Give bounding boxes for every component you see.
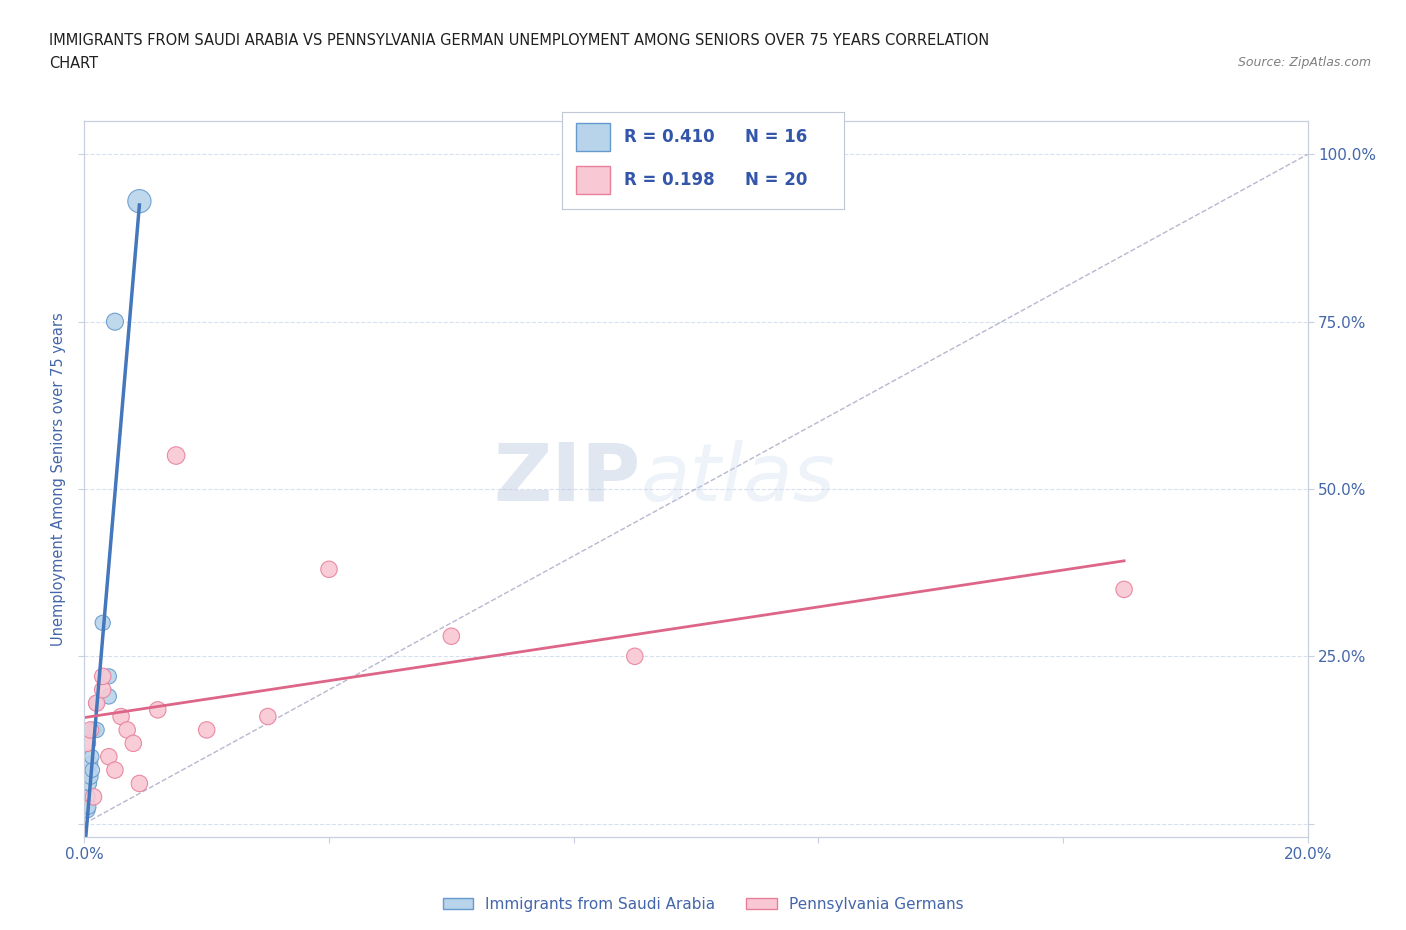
Text: N = 16: N = 16	[745, 128, 807, 146]
FancyBboxPatch shape	[576, 124, 610, 151]
Point	[195, 723, 218, 737]
Point	[104, 314, 127, 329]
Point	[110, 709, 132, 724]
Point	[440, 629, 463, 644]
Point	[77, 800, 100, 815]
Point	[76, 803, 98, 817]
Point	[97, 669, 120, 684]
FancyBboxPatch shape	[576, 166, 610, 193]
Point	[83, 723, 105, 737]
Text: atlas: atlas	[641, 440, 835, 518]
Point	[86, 696, 108, 711]
Point	[91, 683, 114, 698]
Point	[86, 696, 108, 711]
Text: CHART: CHART	[49, 56, 98, 71]
Point	[146, 702, 169, 717]
Point	[115, 723, 138, 737]
Text: R = 0.410: R = 0.410	[624, 128, 714, 146]
Point	[624, 649, 647, 664]
Legend: Immigrants from Saudi Arabia, Pennsylvania Germans: Immigrants from Saudi Arabia, Pennsylvan…	[436, 891, 970, 918]
Text: R = 0.198: R = 0.198	[624, 171, 714, 189]
Text: Source: ZipAtlas.com: Source: ZipAtlas.com	[1237, 56, 1371, 69]
Point	[79, 723, 101, 737]
Point	[257, 709, 280, 724]
Point	[86, 723, 108, 737]
Point	[128, 193, 150, 208]
Point	[79, 756, 101, 771]
Y-axis label: Unemployment Among Seniors over 75 years: Unemployment Among Seniors over 75 years	[51, 312, 66, 645]
Point	[79, 769, 101, 784]
Point	[1114, 582, 1136, 597]
Point	[91, 616, 114, 631]
Text: ZIP: ZIP	[494, 440, 641, 518]
Point	[97, 750, 120, 764]
Point	[128, 776, 150, 790]
Point	[104, 763, 127, 777]
Point	[76, 736, 98, 751]
Point	[83, 790, 105, 804]
Point	[122, 736, 145, 751]
Point	[97, 689, 120, 704]
Point	[318, 562, 340, 577]
Text: N = 20: N = 20	[745, 171, 807, 189]
Point	[77, 790, 100, 804]
Point	[80, 750, 103, 764]
Text: IMMIGRANTS FROM SAUDI ARABIA VS PENNSYLVANIA GERMAN UNEMPLOYMENT AMONG SENIORS O: IMMIGRANTS FROM SAUDI ARABIA VS PENNSYLV…	[49, 33, 990, 47]
Point	[165, 448, 187, 463]
Point	[82, 763, 104, 777]
Point	[77, 776, 100, 790]
Point	[91, 669, 114, 684]
